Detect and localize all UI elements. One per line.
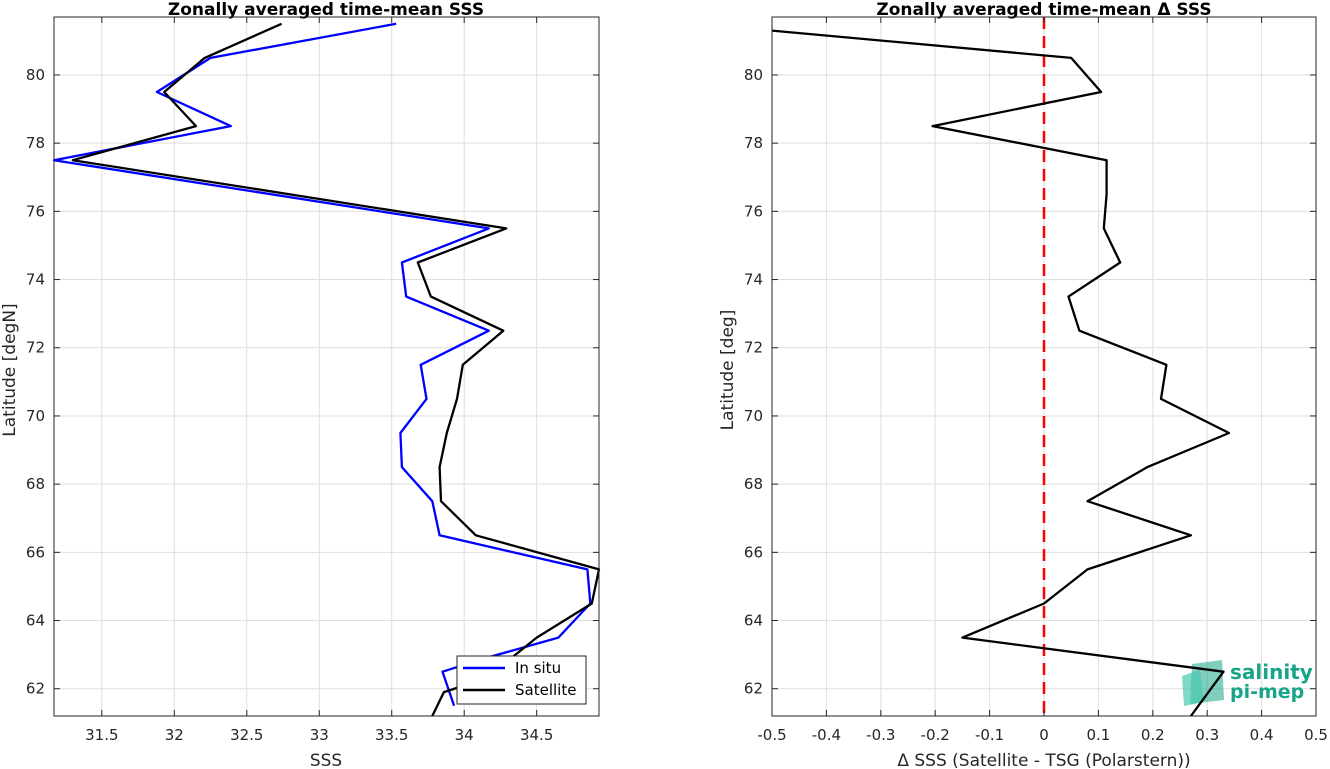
series-line-delta-sss bbox=[771, 29, 1231, 717]
y-tick-label: 78 bbox=[744, 134, 763, 152]
y-ticks: 62 64 66 68 70 72 74 76 78 80 bbox=[26, 66, 599, 698]
y-tick-label: 70 bbox=[26, 407, 45, 425]
x-tick-label: 0.3 bbox=[1195, 726, 1219, 744]
y-tick-label: 66 bbox=[744, 543, 763, 561]
x-tick-label: -0.2 bbox=[921, 726, 950, 744]
x-grid bbox=[101, 17, 538, 716]
y-tick-label: 68 bbox=[26, 475, 45, 493]
y-tick-label: 74 bbox=[26, 271, 45, 289]
x-tick-label: -0.1 bbox=[975, 726, 1004, 744]
series-line-in-situ bbox=[52, 22, 592, 707]
y-tick-label: 80 bbox=[26, 66, 45, 84]
x-tick-label: 0.2 bbox=[1141, 726, 1165, 744]
series-group bbox=[52, 22, 601, 717]
x-tick-label: 0 bbox=[1039, 726, 1049, 744]
y-tick-label: 62 bbox=[26, 680, 45, 698]
x-tick-label: 33.5 bbox=[375, 726, 408, 744]
x-tick-label: -0.5 bbox=[757, 726, 786, 744]
y-grid bbox=[54, 74, 599, 690]
y-tick-label: 70 bbox=[744, 407, 763, 425]
x-tick-label: 0.5 bbox=[1304, 726, 1328, 744]
chart-title: Zonally averaged time-mean Δ SSS bbox=[876, 0, 1211, 20]
x-tick-label: -0.4 bbox=[812, 726, 841, 744]
legend-label-satellite: Satellite bbox=[515, 681, 576, 699]
sss-chart: Zonally averaged time-mean SSS 31.5 32 32.… bbox=[0, 0, 601, 769]
y-tick-label: 78 bbox=[26, 134, 45, 152]
y-tick-label: 62 bbox=[744, 680, 763, 698]
y-tick-label: 64 bbox=[744, 612, 763, 630]
x-tick-label: 34.5 bbox=[520, 726, 553, 744]
x-ticks: -0.5 -0.4 -0.3 -0.2 -0.1 0 0.1 0.2 0.3 0.4 0.5 bbox=[757, 17, 1328, 744]
series-line-satellite bbox=[71, 22, 601, 717]
delta-sss-chart: Zonally averaged time-mean Δ SSS salinit… bbox=[718, 0, 1328, 769]
y-tick-label: 80 bbox=[744, 66, 763, 84]
axes-box bbox=[53, 16, 600, 717]
x-tick-label: 31.5 bbox=[85, 726, 118, 744]
legend-label-in-situ: In situ bbox=[515, 659, 561, 677]
series-group bbox=[771, 29, 1231, 717]
y-tick-label: 76 bbox=[26, 202, 45, 220]
y-tick-label: 72 bbox=[26, 339, 45, 357]
x-tick-label: 33 bbox=[310, 726, 329, 744]
y-axis-label: Latitude [deg] bbox=[718, 310, 738, 431]
chart-title: Zonally averaged time-mean SSS bbox=[168, 0, 484, 20]
legend-box bbox=[456, 655, 587, 705]
x-tick-label: 32.5 bbox=[230, 726, 263, 744]
y-tick-label: 68 bbox=[744, 475, 763, 493]
y-tick-label: 74 bbox=[744, 271, 763, 289]
x-tick-label: 0.1 bbox=[1086, 726, 1110, 744]
x-axis-label: Δ SSS (Satellite - TSG (Polarstern)) bbox=[897, 751, 1190, 769]
x-axis-label: SSS bbox=[310, 751, 342, 769]
y-tick-label: 64 bbox=[26, 612, 45, 630]
logo-mark-shade bbox=[1182, 670, 1204, 706]
logo-text-pi-mep: pi-mep bbox=[1230, 681, 1304, 703]
x-tick-label: 0.4 bbox=[1250, 726, 1274, 744]
x-ticks: 31.5 32 32.5 33 33.5 34 34.5 bbox=[85, 17, 553, 744]
logo-text-salinity: salinity bbox=[1230, 660, 1313, 684]
salinity-pi-mep-logo: salinity pi-mep bbox=[1182, 660, 1313, 706]
legend: In situ Satellite bbox=[456, 655, 587, 705]
y-tick-label: 76 bbox=[744, 202, 763, 220]
y-tick-label: 72 bbox=[744, 339, 763, 357]
x-tick-label: -0.3 bbox=[866, 726, 895, 744]
x-tick-label: 32 bbox=[165, 726, 184, 744]
x-tick-label: 34 bbox=[455, 726, 474, 744]
y-ticks: 62 64 66 68 70 72 74 76 78 80 bbox=[744, 66, 1316, 698]
y-axis-label: Latitude [degN] bbox=[0, 303, 20, 436]
y-tick-label: 66 bbox=[26, 543, 45, 561]
